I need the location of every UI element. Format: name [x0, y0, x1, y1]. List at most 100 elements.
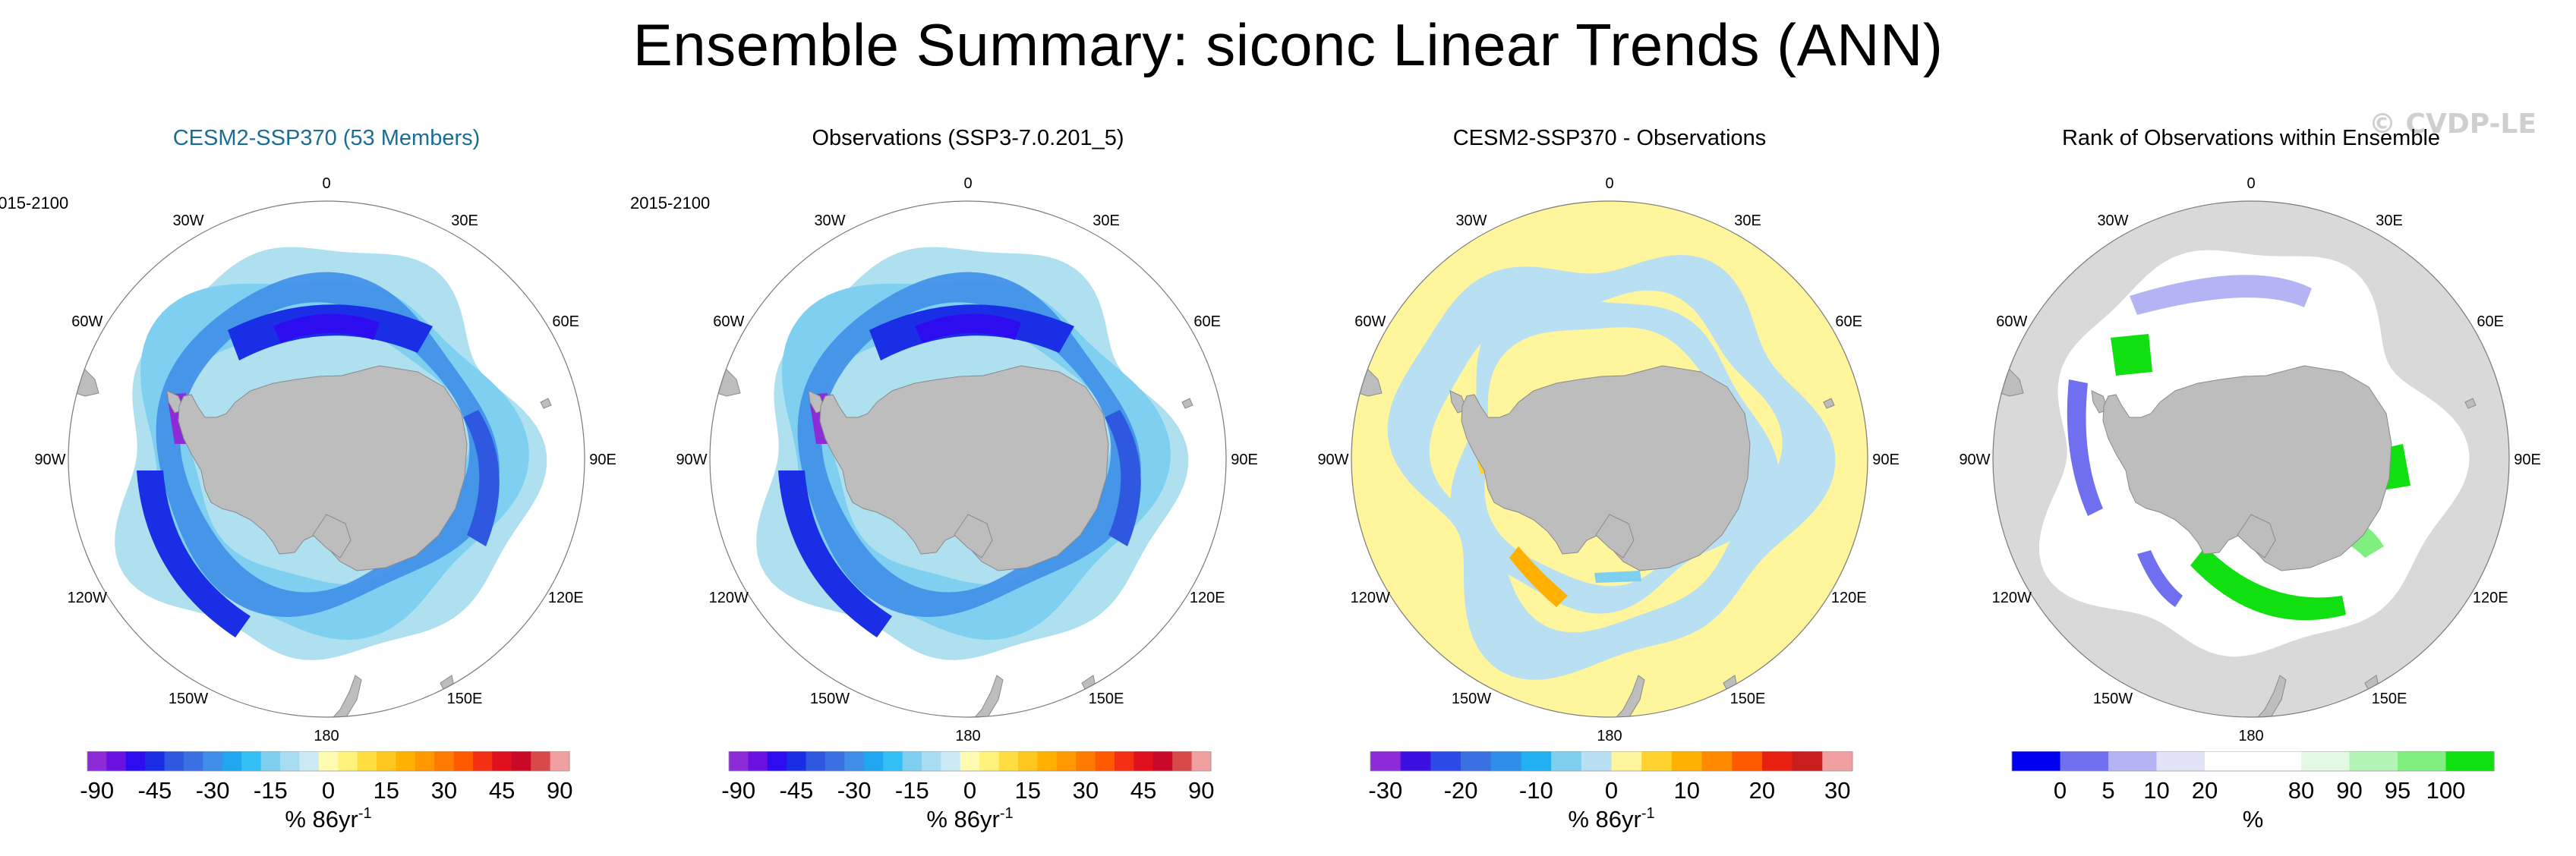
longitude-label: 120E — [1190, 590, 1225, 606]
colorbar-units: % — [2243, 806, 2264, 832]
panel-title: CESM2-SSP370 (53 Members) — [172, 126, 481, 150]
landmass — [2464, 398, 2477, 409]
longitude-label: 0 — [322, 175, 330, 192]
colorbar-swatch — [1191, 751, 1212, 771]
longitude-label: 90E — [2514, 452, 2541, 468]
panel-title: CESM2-SSP370 - Observations — [1452, 126, 1767, 150]
longitude-label: 150E — [2372, 691, 2407, 707]
colorbar: -30 -20 -10 0 10 20 30 % 86yr-1 — [1368, 751, 1853, 832]
colorbar-swatch — [2156, 751, 2206, 771]
colorbar-swatch — [1115, 751, 1134, 771]
longitude-label: 30E — [2376, 212, 2403, 229]
panel-rank: Rank of Observations within Ensemble 0 30… — [1947, 121, 2555, 835]
longitude-label: 30E — [1093, 212, 1120, 229]
panel-observation-trends: Observations (SSP3-7.0.201_5) 2015-2100 … — [630, 121, 1272, 835]
colorbar-swatch — [1056, 751, 1077, 771]
colorbar-swatch — [922, 751, 941, 771]
longitude-label: 120W — [1992, 590, 2032, 606]
colorbar-swatch — [1490, 751, 1522, 771]
colorbar-tick-label: 30 — [431, 777, 457, 804]
colorbar-swatch — [844, 751, 865, 771]
landmass — [1823, 398, 1835, 409]
colorbar-tick-label: 15 — [373, 777, 399, 804]
rank-field — [2190, 546, 2346, 621]
trend-field — [273, 313, 380, 343]
colorbar-swatch — [550, 751, 570, 771]
main-title: Ensemble Summary: siconc Linear Trends (… — [632, 11, 1944, 78]
colorbar-swatch — [106, 751, 127, 771]
longitude-label: 30W — [172, 212, 203, 229]
colorbar-swatch — [260, 751, 281, 771]
colorbar-tick-label: 45 — [1130, 777, 1156, 804]
colorbar: 0 5 10 20 80 90 95 100% — [2011, 751, 2495, 832]
colorbar-swatch — [2349, 751, 2398, 771]
colorbar-units-exponent: -1 — [358, 805, 372, 822]
colorbar-swatch — [125, 751, 146, 771]
colorbar-swatch — [863, 751, 884, 771]
colorbar-tick-label: 5 — [2101, 777, 2114, 804]
colorbar-swatch — [941, 751, 961, 771]
colorbar-swatch — [511, 751, 531, 771]
longitude-label: 180 — [1597, 728, 1622, 744]
colorbar-swatch — [2205, 751, 2254, 771]
trend-field — [1105, 410, 1141, 546]
longitude-label: 150E — [1089, 691, 1124, 707]
longitude-label: 60E — [2477, 313, 2504, 330]
colorbar-swatch — [1076, 751, 1096, 771]
colorbar-tick-label: 20 — [2192, 777, 2218, 804]
rank-field — [2137, 550, 2183, 607]
colorbar-swatch — [2398, 751, 2447, 771]
landmass — [178, 365, 468, 571]
colorbar-swatch — [1018, 751, 1038, 771]
colorbar-swatch — [531, 751, 551, 771]
colorbar-swatch — [1701, 751, 1733, 771]
polar-map: 0 30E 60E 90E 120E 150E 180 150W 120W 90W 60W 30W — [34, 175, 616, 744]
colorbar-tick-label: 10 — [1673, 777, 1699, 804]
colorbar-tick-label: 90 — [547, 777, 572, 804]
colorbar-swatch — [1641, 751, 1673, 771]
colorbar-swatch — [145, 751, 166, 771]
longitude-label: 30W — [1455, 212, 1487, 229]
colorbar-swatch — [787, 751, 807, 771]
colorbar-swatch — [2060, 751, 2109, 771]
period-label: 2015-2100 — [630, 194, 711, 212]
colorbar-tick-label: -30 — [837, 777, 872, 804]
colorbar-swatch — [203, 751, 223, 771]
colorbar-units: % 86yr-1 — [1568, 805, 1654, 832]
colorbar-units-exponent: -1 — [1641, 805, 1655, 822]
longitude-label: 120W — [709, 590, 749, 606]
colorbar-swatch — [434, 751, 455, 771]
landmass — [312, 514, 352, 559]
colorbar-tick-label: 0 — [2054, 777, 2067, 804]
colorbar-tick-label: 30 — [1073, 777, 1099, 804]
colorbar-tick-label: 30 — [1824, 777, 1850, 804]
colorbar-tick-label: 80 — [2288, 777, 2314, 804]
landmass — [819, 365, 1109, 571]
colorbar-swatch — [222, 751, 242, 771]
longitude-label: 0 — [963, 175, 972, 192]
colorbar-tick-label: -45 — [137, 777, 172, 804]
trend-field — [915, 313, 1021, 343]
colorbar-swatch — [1095, 751, 1115, 771]
longitude-label: 90E — [1231, 452, 1258, 468]
longitude-label: 90W — [676, 452, 707, 468]
polar-map: 0 30E 60E 90E 120E 150E 180 150W 120W 90W 60W 30W — [676, 175, 1258, 744]
colorbar-swatch — [1134, 751, 1154, 771]
watermark: © CVDP-LE — [2369, 109, 2537, 140]
colorbar-swatch — [2253, 751, 2302, 771]
longitude-label: 90W — [1959, 452, 1990, 468]
longitude-label: 120E — [2473, 590, 2508, 606]
colorbar-swatch — [377, 751, 396, 771]
colorbar-swatch — [1581, 751, 1613, 771]
colorbar-swatch — [1822, 751, 1853, 771]
rank-field — [2111, 334, 2152, 376]
colorbar-swatch — [299, 751, 320, 771]
colorbar-swatch — [979, 751, 1000, 771]
colorbar-swatch — [1037, 751, 1058, 771]
colorbar-tick-label: -15 — [895, 777, 929, 804]
longitude-label: 30E — [1734, 212, 1761, 229]
colorbar-swatch — [1792, 751, 1823, 771]
colorbar-swatch — [1551, 751, 1582, 771]
longitude-label: 0 — [2247, 175, 2255, 192]
landmass — [1595, 514, 1635, 559]
